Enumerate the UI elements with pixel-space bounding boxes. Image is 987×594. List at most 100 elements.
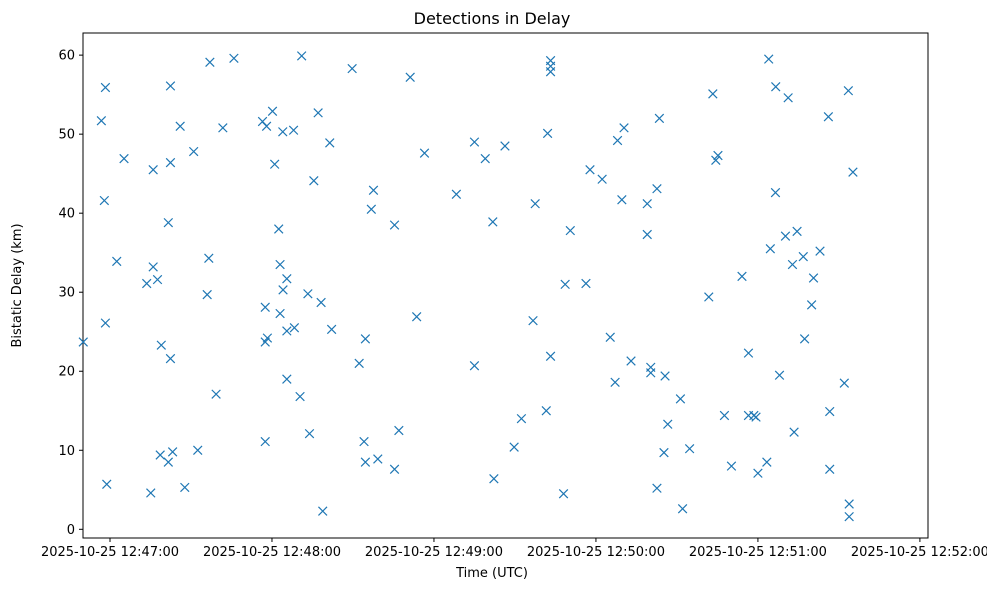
x-axis-label: Time (UTC)	[455, 566, 528, 581]
data-point	[389, 464, 400, 474]
data-point	[751, 412, 761, 422]
data-point	[275, 308, 285, 319]
data-point	[262, 333, 273, 343]
data-point	[148, 164, 158, 175]
data-point	[296, 51, 307, 61]
data-point	[743, 348, 754, 358]
data-point	[469, 137, 480, 147]
y-axis-label: Bistatic Delay (km)	[10, 223, 25, 347]
data-point	[545, 351, 556, 361]
y-tick-label: 20	[58, 365, 75, 380]
data-point	[419, 148, 430, 158]
data-point	[204, 253, 214, 263]
data-point	[78, 337, 88, 347]
data-point	[765, 244, 776, 254]
chart-title: Detections in Delay	[414, 9, 571, 28]
y-tick-label: 10	[58, 444, 75, 459]
data-point	[389, 220, 400, 230]
x-tick-label: 2025-10-25 12:52:00	[851, 545, 987, 560]
data-point	[205, 57, 215, 67]
data-point	[545, 55, 556, 66]
x-tick-label: 2025-10-25 12:49:00	[365, 545, 503, 560]
x-axis: 2025-10-25 12:47:00 2025-10-25 12:48:00 20…	[41, 538, 987, 560]
data-point	[704, 292, 714, 302]
data-point	[269, 159, 280, 169]
data-point	[451, 189, 462, 199]
data-point	[100, 318, 111, 328]
data-point	[359, 436, 369, 447]
data-point	[360, 457, 371, 467]
data-point	[303, 289, 313, 299]
data-points	[78, 51, 858, 522]
data-point	[806, 300, 817, 310]
data-point	[823, 112, 834, 122]
data-point	[642, 229, 652, 240]
data-point	[558, 489, 569, 499]
data-point	[565, 225, 576, 236]
data-point	[278, 127, 288, 137]
data-point	[211, 389, 221, 399]
data-point	[605, 332, 615, 342]
data-point	[112, 256, 122, 267]
data-point	[677, 504, 688, 514]
data-point	[542, 128, 553, 139]
data-point	[560, 279, 570, 290]
data-point	[844, 499, 854, 509]
data-point	[774, 370, 785, 380]
data-point	[770, 187, 781, 198]
data-point	[165, 353, 176, 364]
data-point	[789, 427, 799, 437]
data-point	[808, 273, 819, 283]
data-point	[325, 138, 335, 148]
data-point	[165, 81, 176, 91]
y-tick-label: 50	[58, 128, 75, 143]
data-point	[360, 334, 371, 344]
data-point	[848, 167, 858, 177]
data-point	[167, 447, 178, 457]
data-point	[528, 315, 538, 326]
data-point	[719, 410, 730, 421]
data-point	[260, 302, 270, 312]
data-point	[815, 246, 825, 256]
data-point	[165, 157, 176, 168]
data-point	[652, 183, 662, 194]
data-point	[282, 274, 292, 284]
data-point	[260, 436, 270, 447]
data-point	[282, 374, 292, 384]
x-tick-label: 2025-10-25 12:51:00	[689, 545, 827, 560]
data-point	[347, 63, 357, 74]
data-point	[659, 447, 669, 458]
data-point	[654, 113, 665, 124]
data-point	[489, 474, 499, 484]
data-point	[354, 358, 364, 369]
data-point	[282, 326, 292, 336]
data-point	[787, 259, 798, 270]
data-point	[405, 72, 415, 82]
data-point	[581, 278, 591, 289]
data-point	[218, 123, 228, 133]
data-point	[825, 406, 835, 417]
data-point	[530, 198, 540, 209]
data-point	[642, 198, 652, 209]
data-point	[792, 226, 802, 237]
data-point	[783, 93, 793, 103]
data-point	[839, 378, 850, 388]
data-point	[304, 428, 315, 439]
data-point	[229, 53, 239, 64]
data-point	[652, 483, 662, 493]
data-point	[288, 125, 299, 135]
data-point	[394, 425, 404, 436]
data-point	[156, 340, 167, 350]
data-point	[480, 153, 490, 164]
data-point	[163, 457, 174, 467]
data-point	[119, 153, 129, 164]
data-point	[509, 442, 519, 452]
data-point	[188, 146, 199, 157]
data-point	[708, 89, 718, 99]
data-point	[516, 413, 527, 424]
data-point	[175, 121, 185, 131]
x-tick-label: 2025-10-25 12:48:00	[203, 545, 341, 560]
data-point	[737, 271, 747, 282]
data-point	[488, 217, 498, 227]
